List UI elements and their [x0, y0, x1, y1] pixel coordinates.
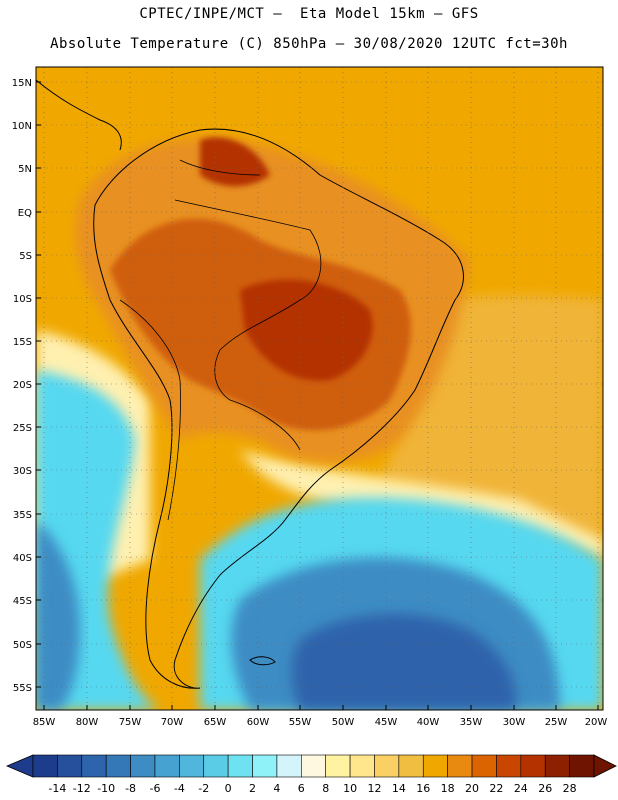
colorbar-swatch: [105, 754, 131, 778]
lat-label: 30S: [13, 466, 32, 477]
lon-label: 40W: [417, 717, 440, 728]
border-north: [179, 159, 261, 176]
colorbar-swatch: [32, 754, 58, 778]
lat-label: 5S: [19, 251, 32, 262]
lon-label: 75W: [119, 717, 142, 728]
colorbar-under-arrow: [5, 754, 34, 778]
colorbar: -14 -12 -10 -8 -6 -4 -2 0 2 4 6 8 10 12 14 16 18 20 22 24 26…: [5, 754, 617, 795]
colorbar-tick-label: 28: [563, 782, 577, 795]
colorbar-swatch: [325, 754, 351, 778]
border-brazil: [174, 199, 322, 401]
central-america-coastline: [36, 79, 122, 151]
lon-label: 85W: [33, 717, 56, 728]
region-continent-hottest: [200, 137, 373, 381]
lat-label: 40S: [13, 553, 32, 564]
lat-label: 50S: [13, 640, 32, 651]
colorbar-tick-label: 20: [465, 782, 479, 795]
tick-marks: [36, 81, 599, 710]
lat-label: 10S: [13, 294, 32, 305]
lon-label: 20W: [585, 717, 608, 728]
colorbar-tick-label: 0: [225, 782, 232, 795]
colorbar-swatch: [520, 754, 546, 778]
lon-label: 50W: [332, 717, 355, 728]
colorbar-tick-label: 2: [249, 782, 256, 795]
lon-label: 25W: [545, 717, 568, 728]
temperature-field: [36, 67, 603, 710]
lat-label: 10N: [12, 121, 32, 132]
lat-label: 15S: [13, 337, 32, 348]
lat-label: EQ: [18, 208, 32, 219]
lat-label: 45S: [13, 596, 32, 607]
colorbar-swatch: [203, 754, 229, 778]
colorbar-tick-label: 16: [416, 782, 430, 795]
colorbar-swatch: [422, 754, 448, 778]
lat-label: 20S: [13, 380, 32, 391]
country-borders: [119, 159, 322, 521]
colorbar-over-arrow: [593, 754, 617, 778]
lat-label: 5N: [18, 164, 32, 175]
lon-label: 60W: [247, 717, 270, 728]
colorbar-swatch: [374, 754, 400, 778]
colorbar-swatch: [301, 754, 326, 778]
region-deepest-cold: [291, 613, 517, 710]
colorbar-swatch: [398, 754, 424, 778]
lon-label: 35W: [460, 717, 483, 728]
colorbar-tick-label: -4: [174, 782, 185, 795]
region-west-deep-cold: [36, 520, 80, 710]
lat-label: 35S: [13, 510, 32, 521]
colorbar-tick-label: 6: [298, 782, 305, 795]
colorbar-swatch: [130, 754, 156, 778]
colorbar-tick-label: -12: [73, 782, 91, 795]
colorbar-tick-label: 14: [392, 782, 406, 795]
map-frame: [35, 66, 604, 711]
colorbar-swatch: [154, 754, 180, 778]
lon-label: 45W: [375, 717, 398, 728]
colorbar-tick-label: 26: [538, 782, 552, 795]
colorbar-swatch: [349, 754, 375, 778]
lon-label: 70W: [161, 717, 184, 728]
lat-label: 55S: [13, 683, 32, 694]
colorbar-swatch: [57, 754, 83, 778]
latitude-labels: 15N 10N 5N EQ 5S 10S 15S 20S 25S 30S 35S…: [12, 78, 32, 694]
lon-label: 30W: [503, 717, 526, 728]
colorbar-tick-label: 8: [322, 782, 329, 795]
colorbar-tick-label: 24: [514, 782, 528, 795]
colorbar-tick-label: 10: [343, 782, 357, 795]
border-paraguay: [229, 399, 301, 451]
lon-label: 65W: [204, 717, 227, 728]
colorbar-swatch: [179, 754, 205, 778]
colorbar-tick-label: -2: [198, 782, 209, 795]
colorbar-swatch: [569, 754, 595, 778]
lon-label: 55W: [289, 717, 312, 728]
colorbar-swatch: [496, 754, 522, 778]
colorbar-tick-label: 4: [273, 782, 280, 795]
colorbar-tick-label: -8: [125, 782, 136, 795]
colorbar-swatch: [544, 754, 570, 778]
colorbar-tick-label: 12: [367, 782, 381, 795]
chart-title-line-1: CPTEC/INPE/MCT – Eta Model 15km – GFS: [139, 6, 479, 22]
colorbar-swatch: [81, 754, 107, 778]
chart-title-line-2: Absolute Temperature (C) 850hPa – 30/08/…: [50, 36, 568, 52]
border-andes: [119, 299, 181, 521]
colorbar-tick-label: -10: [97, 782, 115, 795]
lat-label: 15N: [12, 78, 32, 89]
colorbar-tick-label: -6: [149, 782, 160, 795]
longitude-labels: 85W 80W 75W 70W 65W 60W 55W 50W 45W 40W …: [33, 717, 608, 728]
colorbar-tick-label: 22: [489, 782, 503, 795]
lat-label: 25S: [13, 423, 32, 434]
colorbar-tick-label: 18: [441, 782, 455, 795]
colorbar-tick-label: -14: [48, 782, 66, 795]
colorbar-swatch: [447, 754, 473, 778]
south-america-coastline: [93, 128, 464, 689]
colorbar-swatch: [227, 754, 253, 778]
colorbar-swatch: [471, 754, 497, 778]
colorbar-swatch: [276, 754, 302, 778]
lon-label: 80W: [76, 717, 99, 728]
colorbar-swatch: [252, 754, 278, 778]
grid-lines: [36, 67, 603, 710]
